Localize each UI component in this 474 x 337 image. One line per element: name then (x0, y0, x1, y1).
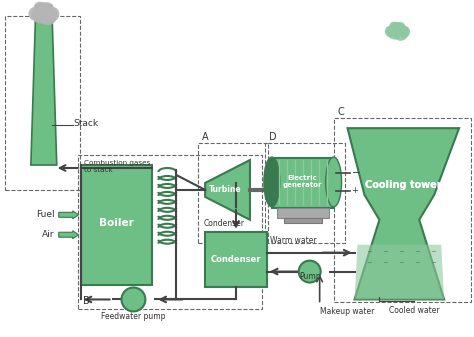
Text: Cooling tower: Cooling tower (365, 180, 442, 190)
Text: Warm water: Warm water (270, 236, 317, 245)
Bar (205, 232, 267, 286)
Text: ~: ~ (383, 249, 388, 255)
Circle shape (31, 5, 50, 24)
Circle shape (387, 25, 402, 39)
FancyArrow shape (59, 231, 79, 239)
Text: ~: ~ (366, 261, 373, 267)
Text: Cooling tower: Cooling tower (365, 180, 442, 190)
Text: ~: ~ (398, 249, 404, 255)
Circle shape (42, 2, 54, 14)
Text: Electric
generator: Electric generator (283, 176, 322, 188)
Text: ~: ~ (414, 261, 420, 267)
Circle shape (38, 5, 58, 25)
Text: Turbine: Turbine (209, 185, 241, 194)
Text: Combustion gases
to stack: Combustion gases to stack (83, 160, 150, 173)
Polygon shape (347, 128, 459, 300)
Circle shape (121, 287, 146, 311)
FancyArrow shape (59, 211, 79, 219)
Circle shape (398, 26, 410, 37)
Text: ~: ~ (430, 261, 436, 267)
Bar (334, 118, 471, 302)
Text: Fuel: Fuel (36, 210, 55, 219)
Text: Air: Air (42, 230, 55, 239)
Circle shape (385, 26, 396, 37)
Text: D: D (269, 132, 276, 142)
Bar (265, 143, 345, 243)
Text: Makeup water: Makeup water (319, 307, 374, 316)
Text: Condenser: Condenser (211, 255, 261, 264)
Circle shape (34, 2, 46, 14)
Bar (284, 218, 322, 223)
Ellipse shape (264, 157, 280, 207)
Bar (5, 16, 80, 190)
Bar (277, 208, 328, 218)
Text: A: A (202, 132, 209, 142)
Text: ~: ~ (398, 261, 404, 267)
Text: ~: ~ (383, 261, 388, 267)
Text: Stack: Stack (73, 119, 99, 128)
Circle shape (299, 261, 320, 282)
Text: ~: ~ (414, 249, 420, 255)
Text: Condenser: Condenser (203, 219, 244, 228)
Circle shape (392, 25, 409, 41)
Bar (81, 165, 152, 284)
Text: Boiler: Boiler (99, 218, 134, 228)
Circle shape (28, 7, 43, 21)
Text: ~: ~ (366, 249, 373, 255)
Bar (78, 155, 262, 309)
Polygon shape (31, 6, 57, 165)
Polygon shape (355, 245, 444, 300)
Text: −: − (352, 168, 360, 178)
Text: B: B (82, 297, 90, 306)
Circle shape (396, 22, 405, 32)
Circle shape (391, 22, 404, 36)
Text: +: + (352, 186, 358, 195)
Bar (198, 143, 268, 243)
Text: Feedwater pump: Feedwater pump (101, 312, 166, 321)
Polygon shape (205, 160, 250, 220)
Ellipse shape (326, 157, 342, 207)
Text: C: C (337, 107, 344, 117)
Text: Cooled water: Cooled water (389, 306, 439, 315)
Bar (272, 158, 334, 208)
Text: ~: ~ (430, 249, 436, 255)
Circle shape (36, 2, 52, 19)
Text: Pump: Pump (299, 272, 320, 280)
Circle shape (45, 7, 59, 21)
Circle shape (389, 22, 399, 32)
